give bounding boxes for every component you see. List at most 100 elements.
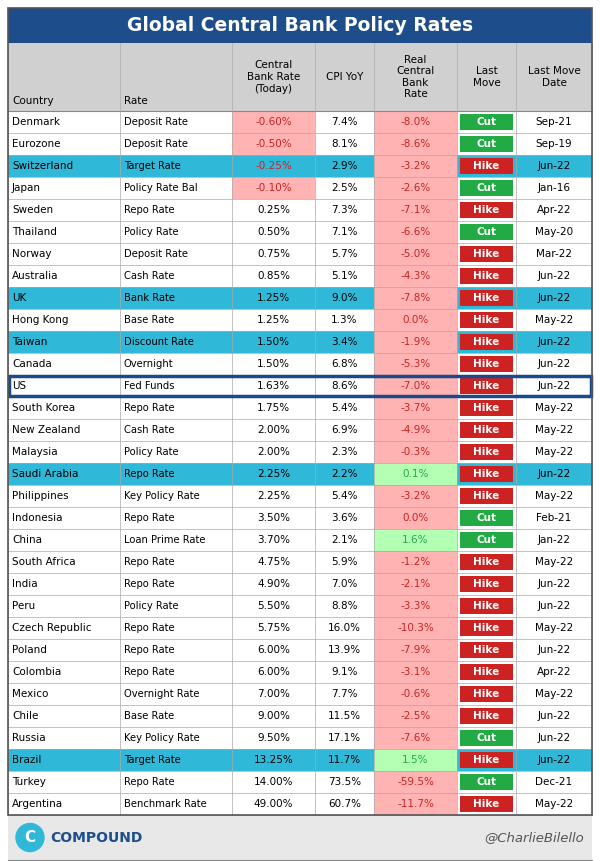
Bar <box>460 774 513 790</box>
Bar <box>374 727 457 749</box>
Text: Poland: Poland <box>12 645 47 655</box>
Bar <box>232 111 315 133</box>
Bar <box>232 199 315 221</box>
Text: Czech Republic: Czech Republic <box>12 623 91 633</box>
Text: Deposit Rate: Deposit Rate <box>124 249 188 259</box>
Text: 0.50%: 0.50% <box>257 227 290 237</box>
Text: Hike: Hike <box>473 623 500 633</box>
Bar <box>232 639 315 661</box>
Text: -0.10%: -0.10% <box>255 183 292 193</box>
Text: Hike: Hike <box>473 491 500 501</box>
Bar <box>460 620 513 636</box>
Text: Target Rate: Target Rate <box>124 755 181 765</box>
Text: 73.5%: 73.5% <box>328 777 361 787</box>
Bar <box>460 246 513 262</box>
Text: New Zealand: New Zealand <box>12 425 80 435</box>
Bar <box>232 617 315 639</box>
Text: @CharlieBilello: @CharlieBilello <box>484 831 584 844</box>
Text: Base Rate: Base Rate <box>124 711 174 721</box>
Text: -2.5%: -2.5% <box>400 711 431 721</box>
Text: Colombia: Colombia <box>12 667 61 677</box>
Text: Cut: Cut <box>476 777 497 787</box>
Bar <box>374 661 457 683</box>
Text: Turkey: Turkey <box>12 777 46 787</box>
Text: May-22: May-22 <box>535 623 573 633</box>
Text: Repo Rate: Repo Rate <box>124 513 175 523</box>
Text: Saudi Arabia: Saudi Arabia <box>12 469 79 479</box>
Text: 2.25%: 2.25% <box>257 491 290 501</box>
Text: 9.1%: 9.1% <box>331 667 358 677</box>
Text: Last Move
Date: Last Move Date <box>527 66 580 88</box>
Text: 7.1%: 7.1% <box>331 227 358 237</box>
Text: Feb-21: Feb-21 <box>536 513 572 523</box>
Bar <box>374 749 457 771</box>
Text: COMPOUND: COMPOUND <box>50 831 142 845</box>
Text: Sep-21: Sep-21 <box>536 117 572 127</box>
Text: Jun-22: Jun-22 <box>538 381 571 391</box>
Text: Target Rate: Target Rate <box>124 161 181 171</box>
Text: Repo Rate: Repo Rate <box>124 469 175 479</box>
Text: Jun-22: Jun-22 <box>538 337 571 347</box>
Bar <box>374 683 457 705</box>
Bar <box>8 617 592 639</box>
Text: -59.5%: -59.5% <box>397 777 434 787</box>
Bar <box>8 199 592 221</box>
Text: 3.4%: 3.4% <box>331 337 358 347</box>
Text: Hike: Hike <box>473 447 500 457</box>
Text: 6.00%: 6.00% <box>257 667 290 677</box>
Bar <box>232 243 315 265</box>
Text: Hong Kong: Hong Kong <box>12 315 68 325</box>
Text: Cash Rate: Cash Rate <box>124 425 175 435</box>
Text: -7.0%: -7.0% <box>400 381 431 391</box>
Bar <box>516 441 592 463</box>
Text: 2.9%: 2.9% <box>331 161 358 171</box>
Bar <box>374 463 457 485</box>
Bar <box>232 419 315 441</box>
Text: 2.3%: 2.3% <box>331 447 358 457</box>
Text: -2.6%: -2.6% <box>400 183 431 193</box>
Text: -3.3%: -3.3% <box>400 601 431 611</box>
Text: 0.85%: 0.85% <box>257 271 290 281</box>
Text: 13.9%: 13.9% <box>328 645 361 655</box>
Bar <box>374 111 457 133</box>
Bar <box>460 730 513 746</box>
Circle shape <box>16 823 44 852</box>
Bar <box>374 397 457 419</box>
Bar <box>8 815 592 860</box>
Bar <box>232 573 315 595</box>
Bar <box>516 111 592 133</box>
Bar <box>374 639 457 661</box>
Bar <box>374 441 457 463</box>
Bar <box>516 221 592 243</box>
Text: Dec-21: Dec-21 <box>535 777 572 787</box>
Bar <box>374 419 457 441</box>
Bar <box>232 529 315 551</box>
Text: 2.00%: 2.00% <box>257 447 290 457</box>
Bar <box>8 793 592 815</box>
Text: Mexico: Mexico <box>12 689 49 699</box>
Bar <box>516 551 592 573</box>
Text: C: C <box>25 830 35 845</box>
Text: -1.2%: -1.2% <box>400 557 431 567</box>
Text: 3.50%: 3.50% <box>257 513 290 523</box>
Bar <box>8 309 592 331</box>
Text: 9.00%: 9.00% <box>257 711 290 721</box>
Bar <box>232 309 315 331</box>
Text: 3.70%: 3.70% <box>257 535 290 545</box>
Bar <box>374 331 457 353</box>
Text: Hike: Hike <box>473 161 500 171</box>
Text: 17.1%: 17.1% <box>328 733 361 743</box>
Text: Hike: Hike <box>473 601 500 611</box>
Bar <box>516 485 592 507</box>
Text: Hike: Hike <box>473 799 500 809</box>
Text: Chile: Chile <box>12 711 38 721</box>
Bar <box>460 422 513 438</box>
Bar <box>232 507 315 529</box>
Bar <box>374 617 457 639</box>
Bar <box>8 529 592 551</box>
Bar <box>460 312 513 328</box>
Bar <box>232 727 315 749</box>
Bar <box>374 551 457 573</box>
Bar <box>516 529 592 551</box>
Bar <box>232 397 315 419</box>
